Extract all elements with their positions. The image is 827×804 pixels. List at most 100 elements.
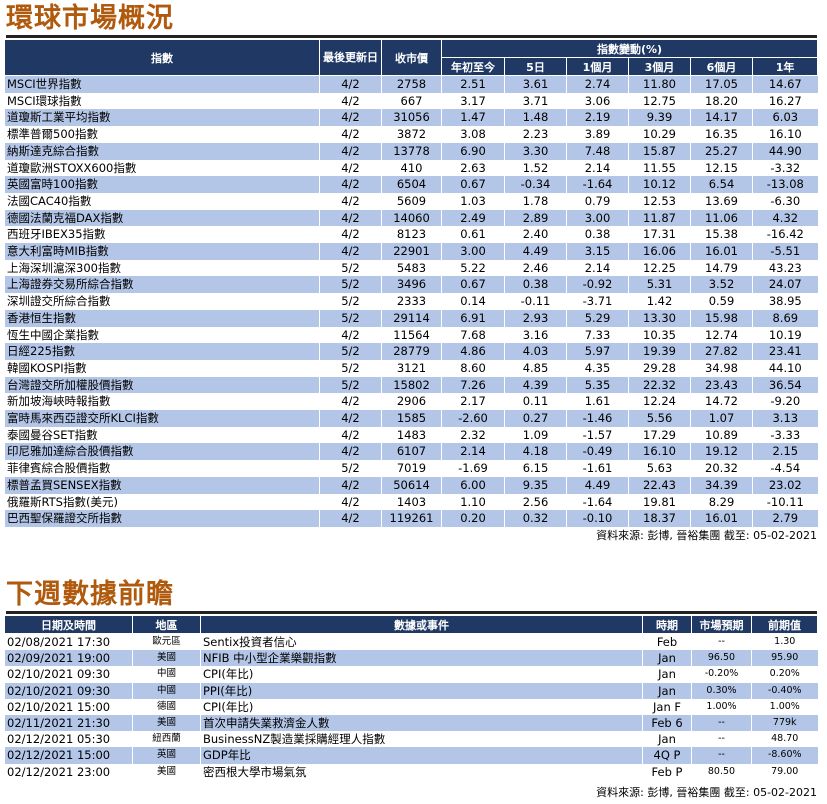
market-source: 資料來源: 彭博, 晉裕集團 截至: 05-02-2021: [596, 529, 817, 542]
event-cell: Sentix投資者信心: [200, 633, 643, 651]
6m-change-cell: 16.01: [690, 510, 753, 527]
6m-change-cell: 25.27: [690, 142, 753, 160]
ytd-change-cell: 4.86: [441, 343, 505, 360]
5d-change-cell: 0.27: [504, 410, 567, 427]
index-name-cell: 巴西聖保羅證交所指數: [4, 510, 320, 527]
1y-change-cell: -13.08: [751, 176, 818, 193]
ytd-change-cell: 0.67: [441, 176, 505, 193]
previous-cell: 1.00%: [751, 698, 818, 716]
event-cell: NFIB 中小型企業樂觀指數: [200, 650, 643, 667]
1y-change-cell: 38.95: [751, 293, 818, 310]
3m-change-cell: 19.39: [628, 343, 691, 360]
close-price-cell: 410: [381, 159, 442, 177]
6m-change-cell: 15.38: [690, 226, 753, 244]
6m-change-cell: 11.06: [690, 209, 753, 227]
header-1y: 1年: [751, 57, 819, 76]
close-price-cell: 29114: [381, 309, 442, 327]
close-price-cell: 3872: [381, 126, 442, 143]
period-cell: Jan: [642, 682, 692, 699]
datetime-cell: 02/12/2021 05:30: [4, 731, 133, 748]
1m-change-cell: -0.49: [566, 443, 629, 461]
period-cell: Jan: [642, 666, 692, 683]
event-cell: GDP年比: [200, 747, 643, 764]
index-name-cell: MSCI世界指數: [4, 75, 320, 93]
1m-change-cell: 5.35: [566, 376, 629, 394]
market-row: MSCI世界指數 4/2 2758 2.51 3.61 2.74 11.80 17.05 14.…: [4, 75, 818, 93]
3m-change-cell: 29.28: [628, 359, 691, 377]
period-cell: Jan F: [642, 698, 692, 716]
1y-change-cell: 16.27: [751, 92, 818, 110]
5d-change-cell: 3.30: [504, 142, 567, 160]
3m-change-cell: 19.81: [628, 493, 691, 511]
1m-change-cell: 3.00: [566, 209, 629, 227]
market-row: 泰國曼谷SET指數 4/2 1483 2.32 1.09 -1.57 17.29 10.89-…: [4, 426, 818, 444]
ytd-change-cell: 8.60: [441, 359, 505, 377]
index-name-cell: MSCI環球指數: [4, 92, 320, 110]
1m-change-cell: -1.57: [566, 426, 629, 444]
1m-change-cell: 5.97: [566, 343, 629, 360]
header-ytd: 年初至今: [441, 57, 505, 76]
previous-cell: 779k: [751, 715, 818, 732]
ytd-change-cell: 1.03: [441, 192, 505, 210]
market-row: 巴西聖保羅證交所指數 4/2 119261 0.20 0.32 -0.10 18.37 16.…: [4, 510, 818, 527]
region-cell: 中國: [132, 666, 201, 683]
header-datetime: 日期及時間: [4, 615, 133, 634]
6m-change-cell: 8.29: [690, 493, 753, 511]
market-row: 新加坡海峽時報指數 4/2 2906 2.17 0.11 1.61 12.24 14.72 -9…: [4, 393, 818, 411]
last-update-cell: 5/2: [319, 460, 382, 477]
datetime-cell: 02/09/2021 19:00: [4, 650, 133, 667]
1y-change-cell: 2.79: [751, 510, 818, 527]
1m-change-cell: 2.14: [566, 259, 629, 277]
1m-change-cell: 3.06: [566, 92, 629, 110]
1y-change-cell: 23.02: [751, 476, 818, 494]
region-cell: 中國: [132, 682, 201, 699]
3m-change-cell: 11.80: [628, 75, 691, 93]
close-price-cell: 22901: [381, 243, 442, 260]
index-name-cell: 上海證券交易所綜合指數: [4, 276, 320, 294]
5d-change-cell: 2.46: [504, 259, 567, 277]
1y-change-cell: 2.15: [751, 443, 818, 461]
index-name-cell: 韓國KOSPI指數: [4, 359, 320, 377]
6m-change-cell: 12.74: [690, 326, 753, 344]
region-cell: 紐西蘭: [132, 731, 201, 748]
event-row: 02/08/2021 17:30 歐元區 Sentix投資者信心 Feb -- 1.30: [4, 633, 818, 651]
index-name-cell: 英國富時100指數: [4, 176, 320, 193]
event-row: 02/12/2021 05:30 紐西蘭 BusinessNZ製造業採購經理人指數 J…: [4, 731, 818, 748]
close-price-cell: 11564: [381, 326, 442, 344]
index-name-cell: 香港恒生指數: [4, 309, 320, 327]
market-table: 指數 最後更新日 收市價 指數變動(%) 年初至今 5日 1個月 3個月 6個月…: [4, 39, 819, 527]
last-update-cell: 4/2: [319, 326, 382, 344]
ytd-change-cell: 2.63: [441, 159, 505, 177]
6m-change-cell: 3.52: [690, 276, 753, 294]
1y-change-cell: -9.20: [751, 393, 818, 411]
header-1m: 1個月: [566, 57, 629, 76]
last-update-cell: 4/2: [319, 393, 382, 411]
close-price-cell: 2906: [381, 393, 442, 411]
1m-change-cell: 2.19: [566, 109, 629, 127]
index-name-cell: 上海深圳滬深300指數: [4, 259, 320, 277]
1y-change-cell: 36.54: [751, 376, 818, 394]
market-row: 道瓊斯工業平均指數 4/2 31056 1.47 1.48 2.19 9.39 14.17 6.…: [4, 109, 818, 127]
6m-change-cell: 20.32: [690, 460, 753, 477]
event-cell: 密西根大學市場氣氛: [200, 763, 643, 780]
1m-change-cell: 2.74: [566, 75, 629, 93]
last-update-cell: 4/2: [319, 209, 382, 227]
datetime-cell: 02/11/2021 21:30: [4, 715, 133, 732]
1m-change-cell: 5.29: [566, 309, 629, 327]
market-row: 上海證券交易所綜合指數 5/2 3496 0.67 0.38 -0.92 5.31 3.52 2…: [4, 276, 818, 294]
ytd-change-cell: 6.91: [441, 309, 505, 327]
period-cell: Jan: [642, 650, 692, 667]
previous-cell: -8.60%: [751, 747, 818, 764]
last-update-cell: 4/2: [319, 142, 382, 160]
index-name-cell: 道瓊斯工業平均指數: [4, 109, 320, 127]
last-update-cell: 4/2: [319, 410, 382, 427]
5d-change-cell: 3.16: [504, 326, 567, 344]
6m-change-cell: 18.20: [690, 92, 753, 110]
market-row: 德國法蘭克福DAX指數 4/2 14060 2.49 2.89 3.00 11.87 11.0…: [4, 209, 818, 227]
market-row: 法國CAC40指數 4/2 5609 1.03 1.78 0.79 12.53 13.69 -6…: [4, 192, 818, 210]
1y-change-cell: -3.32: [751, 159, 818, 177]
6m-change-cell: 10.89: [690, 426, 753, 444]
event-row: 02/10/2021 09:30 中國 CPI(年比) Jan -0.20% 0.20%: [4, 666, 818, 683]
market-row: 意大利富時MIB指數 4/2 22901 3.00 4.49 3.15 16.06 16.01…: [4, 243, 818, 260]
last-update-cell: 5/2: [319, 276, 382, 294]
